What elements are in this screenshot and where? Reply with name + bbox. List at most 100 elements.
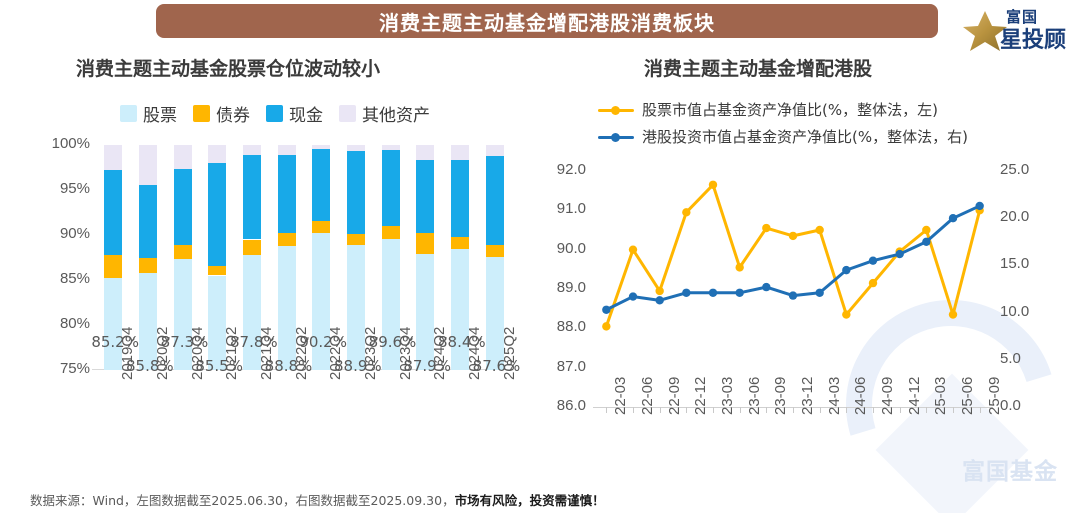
- series-point: [842, 310, 851, 319]
- bar-value-label: 88.4%: [438, 333, 486, 351]
- x-tick-label: 24-12: [905, 376, 923, 415]
- legend-item-2[interactable]: 现金: [266, 101, 323, 126]
- stacked-bar-chart: 股票 债券 现金 其他资产 75% 80% 85% 90% 95% 100% 2019Q4 202…: [0, 95, 530, 485]
- bar-segment-债券: [347, 234, 365, 245]
- legend-swatch-icon: [120, 105, 137, 122]
- bar-column[interactable]: [312, 145, 331, 370]
- bar-segment-现金: [381, 150, 400, 226]
- left-axis-tick-label: 88.0: [556, 318, 586, 336]
- bar-value-label: 87.6%: [472, 357, 521, 375]
- series-point: [788, 231, 798, 241]
- series-point: [682, 208, 691, 217]
- left-axis-tick-label: 89.0: [556, 279, 586, 296]
- legend-item-1[interactable]: 港股投资市值占基金资产净值比(%，整体法，右): [598, 126, 968, 147]
- x-tick-mark: [633, 407, 634, 413]
- bar-segment-债券: [243, 239, 261, 255]
- bar-segment-股票: [381, 238, 400, 370]
- legend-label: 股票: [143, 106, 177, 126]
- line-series-svg: [602, 180, 984, 331]
- bar-value-label: 87.8%: [230, 333, 278, 351]
- x-tick-mark: [819, 407, 821, 413]
- right-axis-tick-label: 15.0: [1000, 255, 1030, 273]
- x-tick-mark: [953, 407, 954, 413]
- logo-text-top: 富国: [1006, 8, 1039, 26]
- bar-column[interactable]: [173, 145, 192, 370]
- bar-value-label: 88.9%: [334, 357, 382, 375]
- x-tick-label: 22-03: [612, 376, 630, 415]
- bar-value-label: 89.6%: [368, 333, 417, 351]
- bar-segment-现金: [416, 160, 435, 234]
- right-axis-tick-label: 25.0: [1000, 161, 1030, 178]
- bar-value-label: 87.9%: [403, 357, 451, 375]
- left-axis-tick-label: 90.0: [556, 239, 586, 257]
- legend-item-3[interactable]: 其他资产: [339, 101, 430, 126]
- bar-column[interactable]: [347, 145, 365, 370]
- series-point: [708, 288, 718, 297]
- x-tick-label: 23-03: [719, 376, 736, 415]
- x-tick-mark: [979, 407, 981, 413]
- series-point: [628, 292, 638, 301]
- right-plot-area: [593, 171, 993, 413]
- bar-segment-股票: [208, 275, 227, 370]
- right-axis-tick-label: 10.0: [1000, 302, 1030, 320]
- series-point: [735, 288, 744, 297]
- x-tick-label: 24-03: [825, 376, 843, 415]
- series-point: [602, 305, 611, 314]
- bar-segment-现金: [104, 170, 123, 255]
- bar-column[interactable]: [208, 145, 227, 370]
- right-axis-tick-label: 20.0: [1000, 208, 1030, 226]
- x-tick-mark: [606, 407, 608, 413]
- x-tick-mark: [766, 407, 768, 413]
- bar-segment-债券: [139, 258, 157, 273]
- legend-swatch-icon: [193, 105, 210, 122]
- bar-segment-债券: [416, 233, 435, 254]
- star-icon: [963, 11, 1007, 51]
- bar-segment-股票: [243, 254, 261, 370]
- bar-segment-股票: [139, 272, 157, 370]
- bar-segment-现金: [208, 163, 227, 266]
- series-point: [655, 296, 664, 305]
- x-tick-mark: [873, 407, 874, 413]
- bar-segment-其他资产: [485, 145, 504, 156]
- bar-segment-其他资产: [173, 145, 192, 170]
- left-axis-tick-label: 86.0: [556, 397, 586, 414]
- legend-swatch-icon: [266, 105, 283, 122]
- bar-column[interactable]: [243, 145, 261, 370]
- bar-segment-现金: [485, 155, 504, 245]
- bar-segment-股票: [416, 253, 435, 370]
- bar-column[interactable]: [381, 145, 400, 370]
- bar-segment-其他资产: [381, 145, 400, 151]
- x-tick-label: 25-03: [932, 376, 950, 415]
- source-footer: 数据来源：Wind，左图数据截至2025.06.30，右图数据截至2025.09…: [30, 490, 605, 509]
- bar-value-label: 85.2%: [91, 333, 139, 351]
- bar-segment-现金: [277, 154, 296, 234]
- series-point: [948, 214, 958, 223]
- legend-item-1[interactable]: 债券: [193, 101, 250, 126]
- x-tick-label: 22-06: [639, 376, 656, 415]
- bar-value-label: 85.8%: [126, 357, 174, 375]
- series-point: [868, 256, 878, 265]
- left-axis-tick-label: 87.0: [556, 357, 586, 375]
- bar-value-label: 88.8%: [264, 357, 313, 375]
- right-axis-tick-label: 0.0: [1000, 397, 1021, 414]
- bar-column[interactable]: [451, 145, 469, 370]
- x-tick-mark: [926, 407, 928, 413]
- legend-item-0[interactable]: 股票市值占基金资产净值比(%，整体法，左): [598, 99, 968, 120]
- legend-item-0[interactable]: 股票: [120, 101, 177, 126]
- x-tick-mark: [793, 407, 794, 413]
- bar-column[interactable]: [139, 145, 157, 370]
- y-tick-label: 100%: [51, 135, 90, 152]
- bar-segment-其他资产: [139, 145, 157, 185]
- series-point: [628, 245, 638, 254]
- bar-column[interactable]: [104, 145, 123, 370]
- bar-segment-其他资产: [208, 145, 227, 163]
- bar-column[interactable]: [485, 145, 504, 370]
- bar-column[interactable]: [416, 145, 435, 370]
- y-tick-label: 85%: [59, 270, 90, 287]
- legend-label: 其他资产: [362, 106, 430, 126]
- bar-segment-现金: [312, 148, 331, 221]
- series-point: [948, 310, 958, 319]
- bar-column[interactable]: [277, 145, 296, 370]
- bar-segment-现金: [139, 184, 157, 259]
